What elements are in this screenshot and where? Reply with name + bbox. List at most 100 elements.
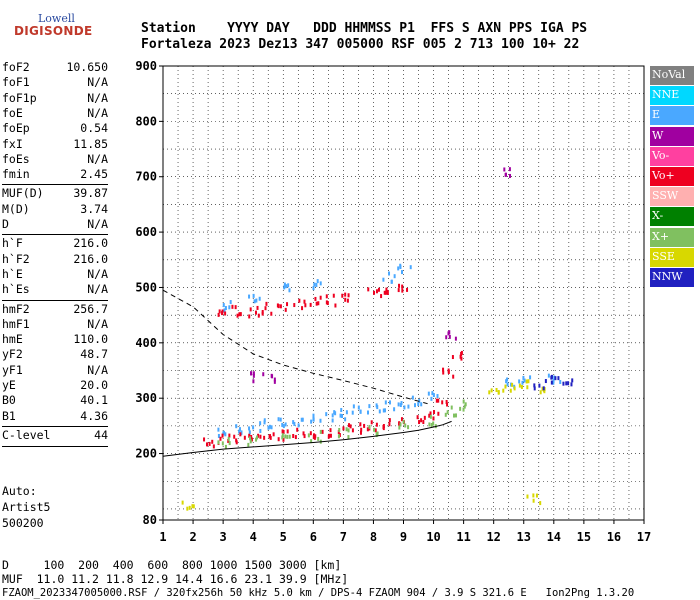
y-tick-label: 600 <box>135 225 157 239</box>
echo-point <box>229 300 232 305</box>
legend-item: SSW <box>650 187 694 207</box>
echo-point <box>205 442 208 447</box>
legend-item: Vo- <box>650 146 694 166</box>
echo-point <box>397 288 400 293</box>
y-tick-label: 300 <box>135 391 157 405</box>
echo-point <box>565 381 568 386</box>
param-name: hmF1 <box>2 316 30 331</box>
auto-label: Auto: <box>2 484 37 498</box>
param-row: D N/A <box>2 217 108 233</box>
x-tick-label: 3 <box>220 530 227 544</box>
param-row: foEs N/A <box>2 152 108 168</box>
echo-point <box>314 296 317 301</box>
echo-point <box>521 380 524 385</box>
echo-point <box>222 431 225 436</box>
param-row: foF1p N/A <box>2 91 108 107</box>
param-value: N/A <box>87 90 108 105</box>
echo-point <box>441 400 444 405</box>
echo-point <box>527 379 530 384</box>
footer-file-info: FZAOM_2023347005000.RSF / 320fx256h 50 k… <box>2 587 635 599</box>
echo-point <box>224 311 227 316</box>
echo-point <box>254 310 257 315</box>
echo-point <box>279 417 282 422</box>
echo-point <box>221 311 224 316</box>
x-tick-label: 13 <box>517 530 531 544</box>
echo-point <box>446 410 449 415</box>
echo-point <box>250 371 253 376</box>
param-row: yF1 N/A <box>2 363 108 379</box>
echo-point <box>279 304 282 309</box>
echo-point <box>429 411 432 416</box>
param-name: fmin <box>2 167 30 182</box>
echo-point <box>286 429 289 434</box>
param-name: foF1 <box>2 75 30 90</box>
echo-point <box>255 298 258 303</box>
echo-point <box>310 419 313 424</box>
echo-point <box>301 306 304 311</box>
echo-point <box>188 505 191 510</box>
echo-point <box>383 408 386 413</box>
echo-point <box>303 299 306 304</box>
param-name: foEp <box>2 121 30 136</box>
echo-point <box>337 430 340 435</box>
echo-point <box>436 394 439 399</box>
echo-point <box>553 375 556 380</box>
echo-point <box>525 379 528 384</box>
echo-point <box>288 434 291 439</box>
echo-point <box>315 283 318 288</box>
echo-point <box>249 436 252 441</box>
param-name: h`Es <box>2 282 30 297</box>
logo-digisonde: DIGISONDE <box>14 24 93 38</box>
auto-version: 500200 <box>2 516 44 530</box>
trace-curve-dashed <box>162 289 428 405</box>
echo-point <box>234 305 237 310</box>
echo-point <box>267 425 270 430</box>
param-name: M(D) <box>2 201 30 216</box>
legend-item: SSE <box>650 247 694 267</box>
echo-point <box>522 375 525 380</box>
echo-point <box>221 441 224 446</box>
echo-point <box>329 428 332 433</box>
param-value: 216.0 <box>73 251 108 266</box>
echo-point <box>382 408 385 413</box>
echo-point <box>428 422 431 427</box>
echo-point <box>263 420 266 425</box>
x-tick-label: 15 <box>577 530 591 544</box>
echo-point <box>272 432 275 437</box>
echo-point <box>453 413 456 418</box>
echo-point <box>273 377 276 382</box>
echo-point <box>257 433 260 438</box>
echo-point <box>403 405 406 410</box>
echo-point <box>256 435 259 440</box>
footer-distance: D 100 200 400 600 800 1000 1500 3000 [km… <box>2 558 342 572</box>
echo-point <box>238 429 241 434</box>
echo-point <box>400 270 403 275</box>
echo-point <box>418 420 421 425</box>
param-row: h`F2 216.0 <box>2 252 108 268</box>
echo-point <box>541 386 544 391</box>
echo-point <box>331 413 334 418</box>
echo-point <box>262 372 265 377</box>
echo-point <box>319 418 322 423</box>
echo-point <box>338 427 341 432</box>
echo-point <box>368 424 371 429</box>
echo-point <box>460 352 463 357</box>
echo-point <box>292 433 295 438</box>
x-tick-label: 6 <box>310 530 317 544</box>
header-values: Fortaleza 2023 Dez13 347 005000 RSF 005 … <box>141 37 580 52</box>
echo-point <box>401 288 404 293</box>
param-separator <box>2 446 108 448</box>
echo-point <box>340 414 343 419</box>
echo-point <box>390 279 393 284</box>
echo-point <box>341 293 344 298</box>
param-separator <box>2 425 108 427</box>
echo-point <box>533 383 536 388</box>
echo-point <box>535 493 538 498</box>
echo-point <box>459 406 462 411</box>
echo-point <box>511 382 514 387</box>
param-row: h`E N/A <box>2 267 108 283</box>
echo-point <box>212 444 215 449</box>
echo-point <box>398 283 401 288</box>
param-separator <box>2 299 108 301</box>
param-name: fxI <box>2 136 23 151</box>
